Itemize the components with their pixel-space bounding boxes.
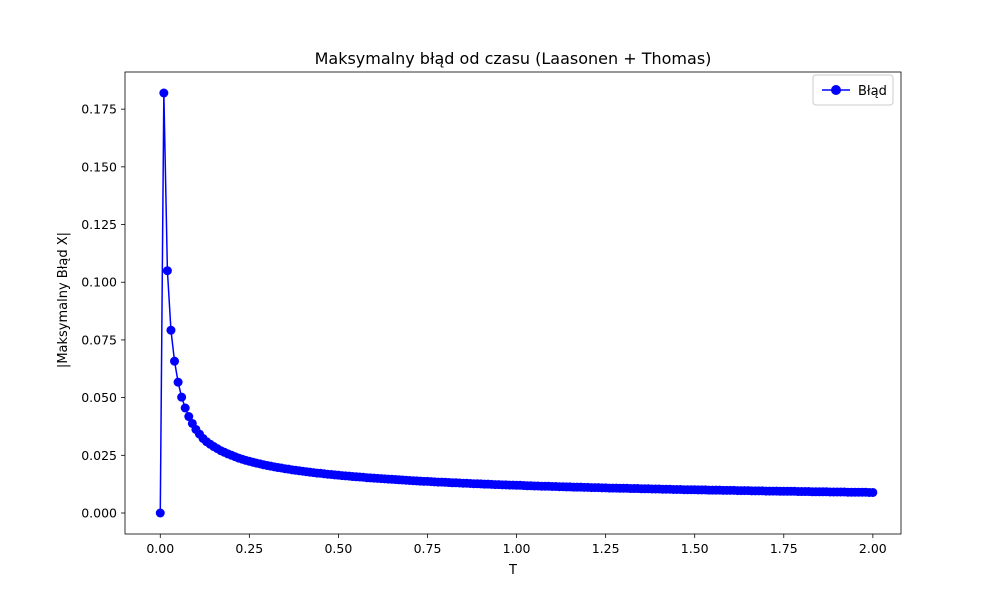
data-point	[180, 403, 190, 413]
legend-label-blad: Błąd	[858, 84, 887, 99]
y-axis-label: |Maksymalny Błąd X|	[56, 232, 71, 368]
legend-marker	[831, 85, 841, 95]
data-point	[162, 266, 172, 276]
data-point	[159, 88, 169, 98]
y-tick-label: 0.025	[81, 448, 117, 463]
y-tick-label: 0.125	[81, 217, 117, 232]
chart-title: Maksymalny błąd od czasu (Laasonen + Tho…	[315, 49, 712, 68]
y-axis: 0.000 0.025 0.050 0.075 0.100 0.125 0.150 0.175	[81, 102, 125, 521]
y-tick-label: 0.150	[81, 159, 117, 174]
series-layer	[155, 88, 878, 518]
x-tick-label: 1.00	[503, 541, 531, 556]
data-point	[177, 392, 187, 402]
data-point	[173, 377, 183, 387]
x-tick-label: 0.50	[324, 541, 352, 556]
x-axis-label: T	[508, 563, 517, 578]
y-tick-label: 0.050	[81, 390, 117, 405]
x-tick-label: 0.75	[414, 541, 442, 556]
data-point	[170, 356, 180, 366]
y-tick-label: 0.100	[81, 275, 117, 290]
x-tick-label: 0.00	[146, 541, 174, 556]
legend: Błąd	[812, 74, 894, 106]
x-tick-label: 2.00	[859, 541, 887, 556]
data-point	[155, 508, 165, 518]
axes-frame	[124, 71, 902, 535]
x-tick-label: 1.25	[592, 541, 620, 556]
legend-box	[812, 74, 894, 106]
y-tick-label: 0.000	[81, 506, 117, 521]
axes-border	[124, 71, 902, 535]
x-tick-label: 0.25	[235, 541, 263, 556]
y-tick-label: 0.175	[81, 102, 117, 117]
data-point	[166, 325, 176, 335]
x-tick-label: 1.75	[770, 541, 798, 556]
x-axis: 0.00 0.25 0.50 0.75 1.00 1.25 1.50 1.75 2.00	[146, 534, 887, 556]
y-tick-label: 0.075	[81, 332, 117, 347]
x-tick-label: 1.50	[681, 541, 709, 556]
data-point	[184, 412, 194, 422]
data-point	[868, 487, 878, 497]
